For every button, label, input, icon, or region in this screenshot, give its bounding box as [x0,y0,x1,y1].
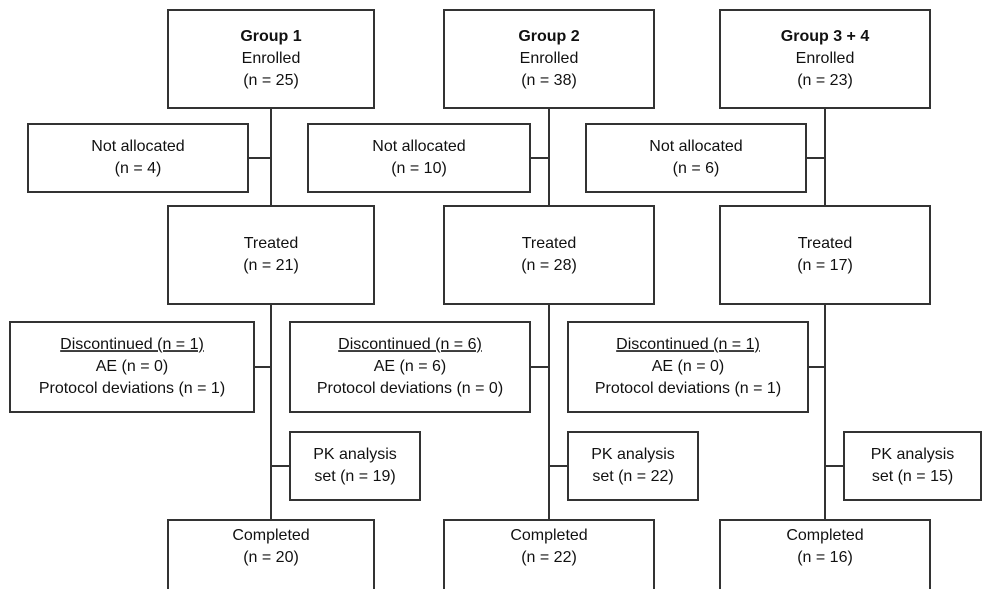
box-text: Treated [522,235,577,252]
pk-analysis-box [567,431,699,501]
box-text: AE (n = 0) [652,358,724,375]
box-text: (n = 17) [797,257,853,274]
discontinued-box [567,321,809,413]
box-text: PK analysis [591,446,675,463]
box-text: set (n = 19) [314,468,395,485]
box-text: (n = 4) [115,160,162,177]
box-text: Discontinued (n = 1) [60,336,204,353]
enrolled-box [719,9,931,109]
box-text: (n = 22) [521,549,577,566]
box-text: Completed [510,527,587,544]
box-text: set (n = 15) [872,468,953,485]
completed-box [719,519,931,589]
discontinued-box [289,321,531,413]
box-text: Completed [786,527,863,544]
box-text: Group 1 [240,28,301,45]
box-text: PK analysis [313,446,397,463]
treated-box [167,205,375,305]
completed-box [443,519,655,589]
not-allocated-box [307,123,531,193]
discontinued-box [9,321,255,413]
box-text: (n = 23) [797,72,853,89]
treated-box [443,205,655,305]
box-text: Not allocated [649,138,742,155]
box-text: AE (n = 0) [96,358,168,375]
treated-box [719,205,931,305]
pk-analysis-box [843,431,982,501]
box-text: (n = 6) [673,160,720,177]
box-text: (n = 16) [797,549,853,566]
box-text: Protocol deviations (n = 1) [595,380,781,397]
enrolled-box [443,9,655,109]
box-text: Discontinued (n = 1) [616,336,760,353]
not-allocated-box [585,123,807,193]
not-allocated-box [27,123,249,193]
box-text: Not allocated [372,138,465,155]
box-text: (n = 38) [521,72,577,89]
box-text: Treated [244,235,299,252]
pk-analysis-box [289,431,421,501]
box-text: (n = 25) [243,72,299,89]
completed-box [167,519,375,589]
box-text: Enrolled [242,50,301,67]
box-text: Completed [232,527,309,544]
box-text: Enrolled [520,50,579,67]
box-text: Group 3 + 4 [781,28,870,45]
box-text: PK analysis [871,446,955,463]
box-text: Group 2 [518,28,579,45]
box-text: (n = 28) [521,257,577,274]
box-text: Enrolled [796,50,855,67]
box-text: Discontinued (n = 6) [338,336,482,353]
box-text: Treated [798,235,853,252]
box-text: set (n = 22) [592,468,673,485]
box-text: Protocol deviations (n = 1) [39,380,225,397]
box-text: (n = 21) [243,257,299,274]
box-text: (n = 20) [243,549,299,566]
enrolled-box [167,9,375,109]
box-text: (n = 10) [391,160,447,177]
box-text: Not allocated [91,138,184,155]
box-text: AE (n = 6) [374,358,446,375]
box-text: Protocol deviations (n = 0) [317,380,503,397]
